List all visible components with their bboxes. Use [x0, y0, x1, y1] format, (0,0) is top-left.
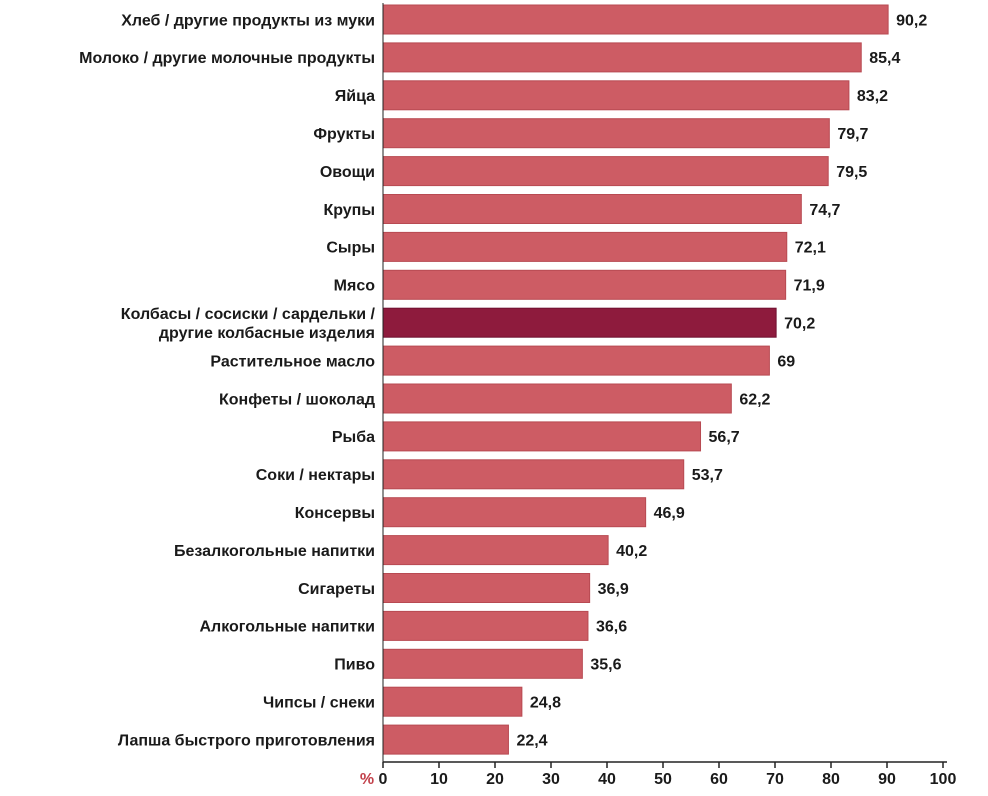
value-label: 71,9: [794, 278, 825, 295]
value-label: 36,6: [596, 619, 627, 636]
bar: [382, 231, 788, 262]
value-label: 74,7: [809, 202, 840, 219]
bar: [382, 269, 787, 300]
value-label: 62,2: [739, 391, 770, 408]
category-label-line: другие колбасные изделия: [159, 325, 375, 342]
value-label: 53,7: [692, 467, 723, 484]
x-tick-label: 20: [486, 771, 504, 788]
category-label: Сигареты: [298, 581, 375, 598]
value-labels: 90,2 85,4 83,2 79,7 79,5 74,7 72,1 71,9 70,2 69 62…: [516, 12, 927, 749]
value-label: 85,4: [869, 50, 900, 67]
category-label: Крупы: [323, 202, 375, 219]
bar: [382, 80, 850, 111]
category-label: Фрукты: [313, 126, 375, 143]
bar: [382, 156, 829, 187]
category-label: Консервы: [295, 505, 375, 522]
category-label: Алкогольные напитки: [199, 619, 375, 636]
value-label: 79,7: [837, 126, 868, 143]
value-label: 90,2: [896, 12, 927, 29]
value-label: 22,4: [516, 732, 547, 749]
x-axis: 0 10 20 30 40 50 60 70 80 90 100%: [360, 3, 957, 788]
value-label: 56,7: [709, 429, 740, 446]
category-label: Яйца: [335, 88, 375, 105]
value-label: 40,2: [616, 543, 647, 560]
bar: [382, 4, 889, 35]
bar: [382, 194, 802, 224]
value-label: 69: [777, 353, 795, 370]
bar: [382, 724, 509, 755]
value-label: 36,9: [598, 581, 629, 598]
x-tick-label: 40: [598, 771, 616, 788]
category-label: Молоко / другие молочные продукты: [79, 50, 375, 67]
x-tick-label: 0: [379, 771, 388, 788]
category-label: Безалкогольные напитки: [174, 543, 375, 560]
category-label: Рыба: [332, 429, 375, 446]
bar: [382, 42, 862, 73]
bar: [382, 421, 702, 452]
value-label: 72,1: [795, 240, 826, 257]
category-label: Пиво: [334, 657, 375, 674]
bar: [382, 686, 523, 717]
value-label: 24,8: [530, 694, 561, 711]
value-label: 46,9: [654, 505, 685, 522]
bar: [382, 307, 777, 338]
category-label: Конфеты / шоколад: [219, 391, 375, 408]
category-label-line: Колбасы / сосиски / сардельки /: [121, 306, 376, 323]
x-tick-label: 80: [822, 771, 840, 788]
value-label: 79,5: [836, 164, 867, 181]
category-label: Мясо: [334, 278, 376, 295]
value-label: 35,6: [590, 657, 621, 674]
bar: [382, 459, 685, 490]
value-label: 70,2: [784, 315, 815, 332]
category-label: Соки / нектары: [256, 467, 375, 484]
x-tick-label: 100: [930, 771, 957, 788]
category-label: Овощи: [320, 164, 375, 181]
category-label: Лапша быстрого приготовления: [118, 732, 375, 749]
category-labels: Хлеб / другие продукты из муки Молоко / д…: [79, 12, 375, 749]
category-label: Колбасы / сосиски / сардельки / другие ко…: [121, 306, 376, 342]
bar: [382, 648, 583, 679]
bar: [382, 610, 589, 641]
bar: [382, 535, 609, 566]
category-label: Сыры: [326, 240, 375, 257]
value-label: 83,2: [857, 88, 888, 105]
category-label: Растительное масло: [210, 353, 375, 370]
x-tick-label: 50: [654, 771, 672, 788]
x-tick-label: 60: [710, 771, 728, 788]
bars-layer: [382, 4, 889, 755]
x-tick-label: 70: [766, 771, 784, 788]
bar: [382, 497, 647, 528]
bar: [382, 118, 830, 149]
bar: [382, 573, 591, 603]
category-label: Чипсы / снеки: [263, 694, 375, 711]
category-label: Хлеб / другие продукты из муки: [121, 12, 375, 29]
x-tick-label: 10: [430, 771, 448, 788]
x-tick-label: 90: [878, 771, 896, 788]
x-tick-label: 30: [542, 771, 560, 788]
bar: [382, 345, 770, 376]
bar: [382, 383, 732, 414]
unit-label: %: [360, 771, 374, 788]
